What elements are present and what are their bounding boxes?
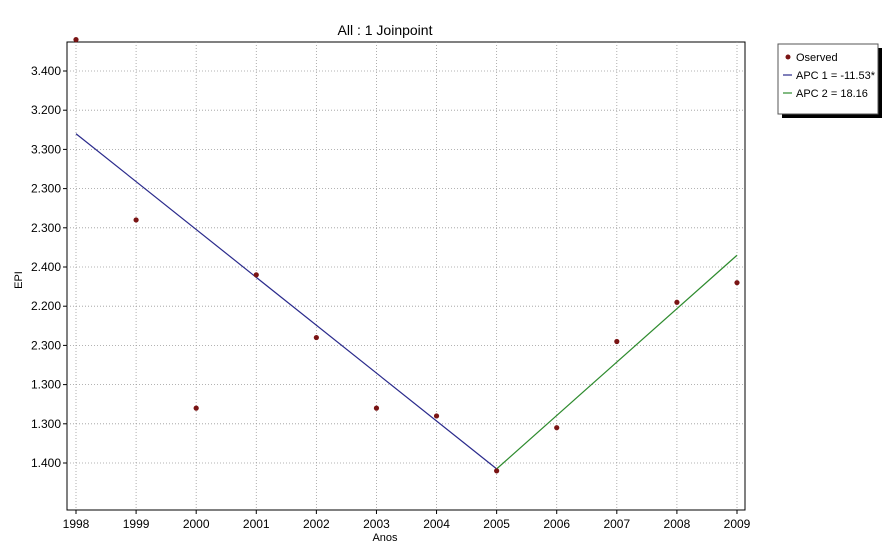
y-tick-label: 1.300: [31, 417, 61, 431]
chart-title: All : 1 Joinpoint: [338, 22, 433, 38]
y-tick-label: 3.300: [31, 142, 61, 156]
x-tick-label: 2006: [543, 517, 570, 531]
x-tick-label: 2005: [483, 517, 510, 531]
apc2-segment: [496, 254, 738, 470]
legend-observed-label: Oserved: [796, 52, 838, 64]
x-tick-label: 2001: [243, 517, 270, 531]
x-tick-labels: 1998 1999 2000 2001 2002 2003 2004 2005 2006 2007…: [63, 510, 751, 531]
legend: Oserved APC 1 = -11.53* APC 2 = 18.16: [777, 43, 882, 118]
observed-point: [373, 405, 380, 411]
observed-point: [734, 280, 740, 286]
y-tick-label: 2.400: [31, 260, 61, 274]
apc1-segment: [75, 133, 498, 470]
observed-point: [614, 338, 620, 345]
x-tick-label: 2004: [423, 517, 450, 531]
y-tick-label: 2.200: [31, 299, 61, 313]
y-tick-label: 2.300: [31, 221, 61, 235]
x-tick-label: 1999: [123, 517, 150, 531]
y-axis-label: EPI: [13, 271, 25, 289]
observed-point: [73, 37, 79, 43]
y-tick-label: 2.300: [31, 338, 61, 352]
observed-point: [133, 217, 139, 223]
observed-point: [674, 299, 680, 305]
x-tick-label: 2007: [603, 517, 630, 531]
observed-point: [193, 405, 199, 411]
x-tick-label: 2002: [303, 517, 330, 531]
x-tick-label: 2003: [363, 517, 390, 531]
observed-point: [253, 272, 259, 278]
observed-point: [433, 413, 440, 419]
grid-lines: [67, 42, 745, 510]
y-tick-label: 2.300: [31, 182, 61, 196]
observed-point: [313, 334, 319, 341]
legend-observed-marker: [785, 54, 791, 60]
y-tick-label: 3.200: [31, 103, 61, 117]
legend-apc1-label: APC 1 = -11.53*: [796, 70, 876, 82]
x-tick-label: 2008: [664, 517, 691, 531]
y-tick-label: 1.300: [31, 378, 61, 392]
observed-point: [554, 425, 560, 431]
y-tick-labels: 3.400 3.200 3.300 2.300 2.300 2.400 2.200 2.300…: [31, 64, 67, 470]
x-tick-label: 1998: [63, 517, 90, 531]
y-tick-label: 3.400: [31, 64, 61, 78]
plot-area: [66, 41, 746, 511]
x-tick-label: 2009: [724, 517, 751, 531]
observed-point: [494, 468, 500, 474]
x-axis-label: Anos: [372, 532, 398, 543]
y-tick-label: 1.400: [31, 456, 61, 470]
series-layer: [73, 37, 740, 474]
x-tick-label: 2000: [183, 517, 210, 531]
legend-box: [777, 43, 879, 115]
legend-apc2-label: APC 2 = 18.16: [796, 88, 868, 100]
